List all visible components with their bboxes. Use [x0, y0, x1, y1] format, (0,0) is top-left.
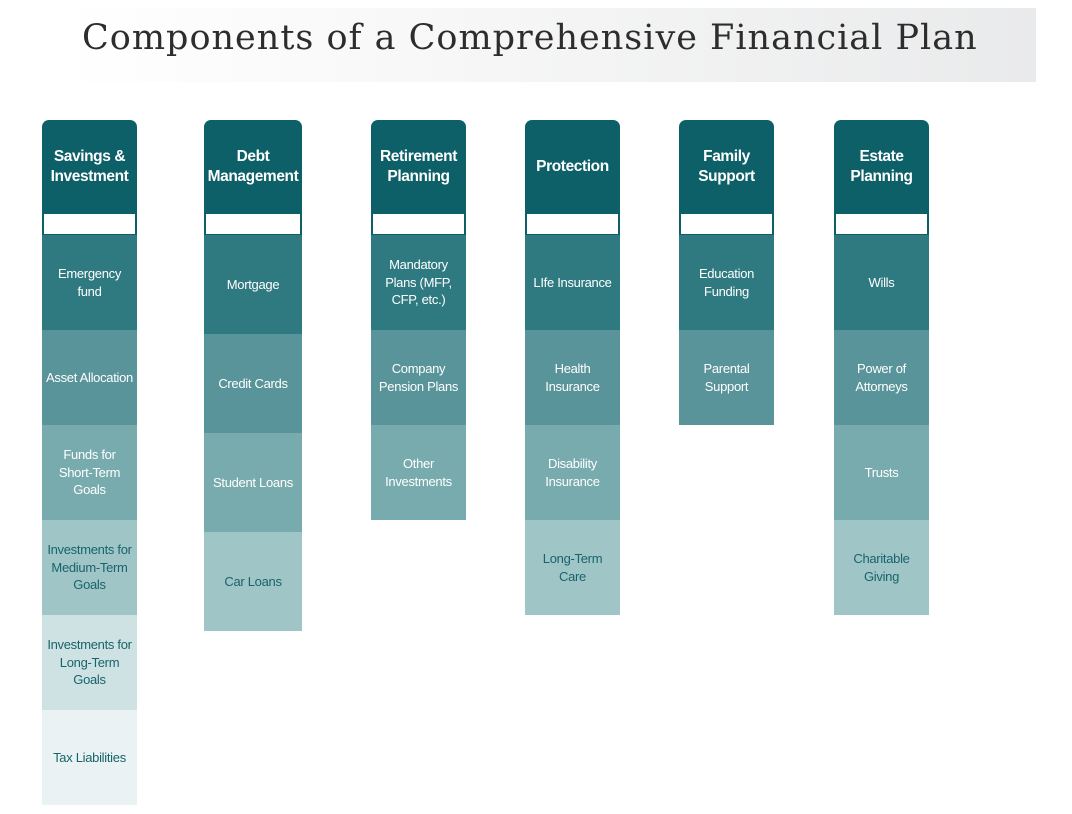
component-item: Health Insurance: [525, 330, 620, 425]
column-header: Retirement Planning: [371, 120, 466, 213]
component-item: Credit Cards: [204, 334, 302, 433]
divider-box: [527, 214, 618, 234]
header-divider: [834, 213, 929, 235]
header-divider: [42, 213, 137, 235]
column-header: Estate Planning: [834, 120, 929, 213]
component-item: Tax Liabilities: [42, 710, 137, 805]
column-family-support: Family Support Education Funding Parental …: [679, 120, 774, 425]
component-item: Other Investments: [371, 425, 466, 520]
column-header: Family Support: [679, 120, 774, 213]
component-item: Car Loans: [204, 532, 302, 631]
component-item: Student Loans: [204, 433, 302, 532]
page-title: Components of a Comprehensive Financial …: [82, 18, 978, 58]
header-divider: [525, 213, 620, 235]
component-item: Company Pension Plans: [371, 330, 466, 425]
component-item: Power of Attorneys: [834, 330, 929, 425]
component-item: Education Funding: [679, 235, 774, 330]
divider-box: [836, 214, 927, 234]
column-retirement-planning: Retirement Planning Mandatory Plans (MFP,…: [371, 120, 466, 520]
column-header: Savings & Investment: [42, 120, 137, 213]
component-item: Funds for Short-Term Goals: [42, 425, 137, 520]
title-banner: [60, 8, 1036, 82]
column-protection: Protection LIfe Insurance Health Insurance…: [525, 120, 620, 615]
component-item: Disability Insurance: [525, 425, 620, 520]
component-item: Investments for Long-Term Goals: [42, 615, 137, 710]
column-savings-investment: Savings & Investment Emergency fund Asset …: [42, 120, 137, 805]
column-header: Debt Management: [204, 120, 302, 213]
column-debt-management: Debt Management Mortgage Credit Cards Stude…: [204, 120, 302, 631]
column-estate-planning: Estate Planning Wills Power of Attorneys Tr…: [834, 120, 929, 615]
divider-box: [206, 214, 300, 234]
component-item: LIfe Insurance: [525, 235, 620, 330]
header-divider: [371, 213, 466, 235]
component-item: Charitable Giving: [834, 520, 929, 615]
component-item: Emergency fund: [42, 235, 137, 330]
component-item: Long-Term Care: [525, 520, 620, 615]
component-item: Asset Allocation: [42, 330, 137, 425]
component-item: Trusts: [834, 425, 929, 520]
component-item: Mandatory Plans (MFP, CFP, etc.): [371, 235, 466, 330]
component-item: Wills: [834, 235, 929, 330]
divider-box: [373, 214, 464, 234]
header-divider: [679, 213, 774, 235]
column-header: Protection: [525, 120, 620, 213]
component-item: Mortgage: [204, 235, 302, 334]
component-item: Parental Support: [679, 330, 774, 425]
divider-box: [44, 214, 135, 234]
header-divider: [204, 213, 302, 235]
divider-box: [681, 214, 772, 234]
component-item: Investments for Medium-Term Goals: [42, 520, 137, 615]
